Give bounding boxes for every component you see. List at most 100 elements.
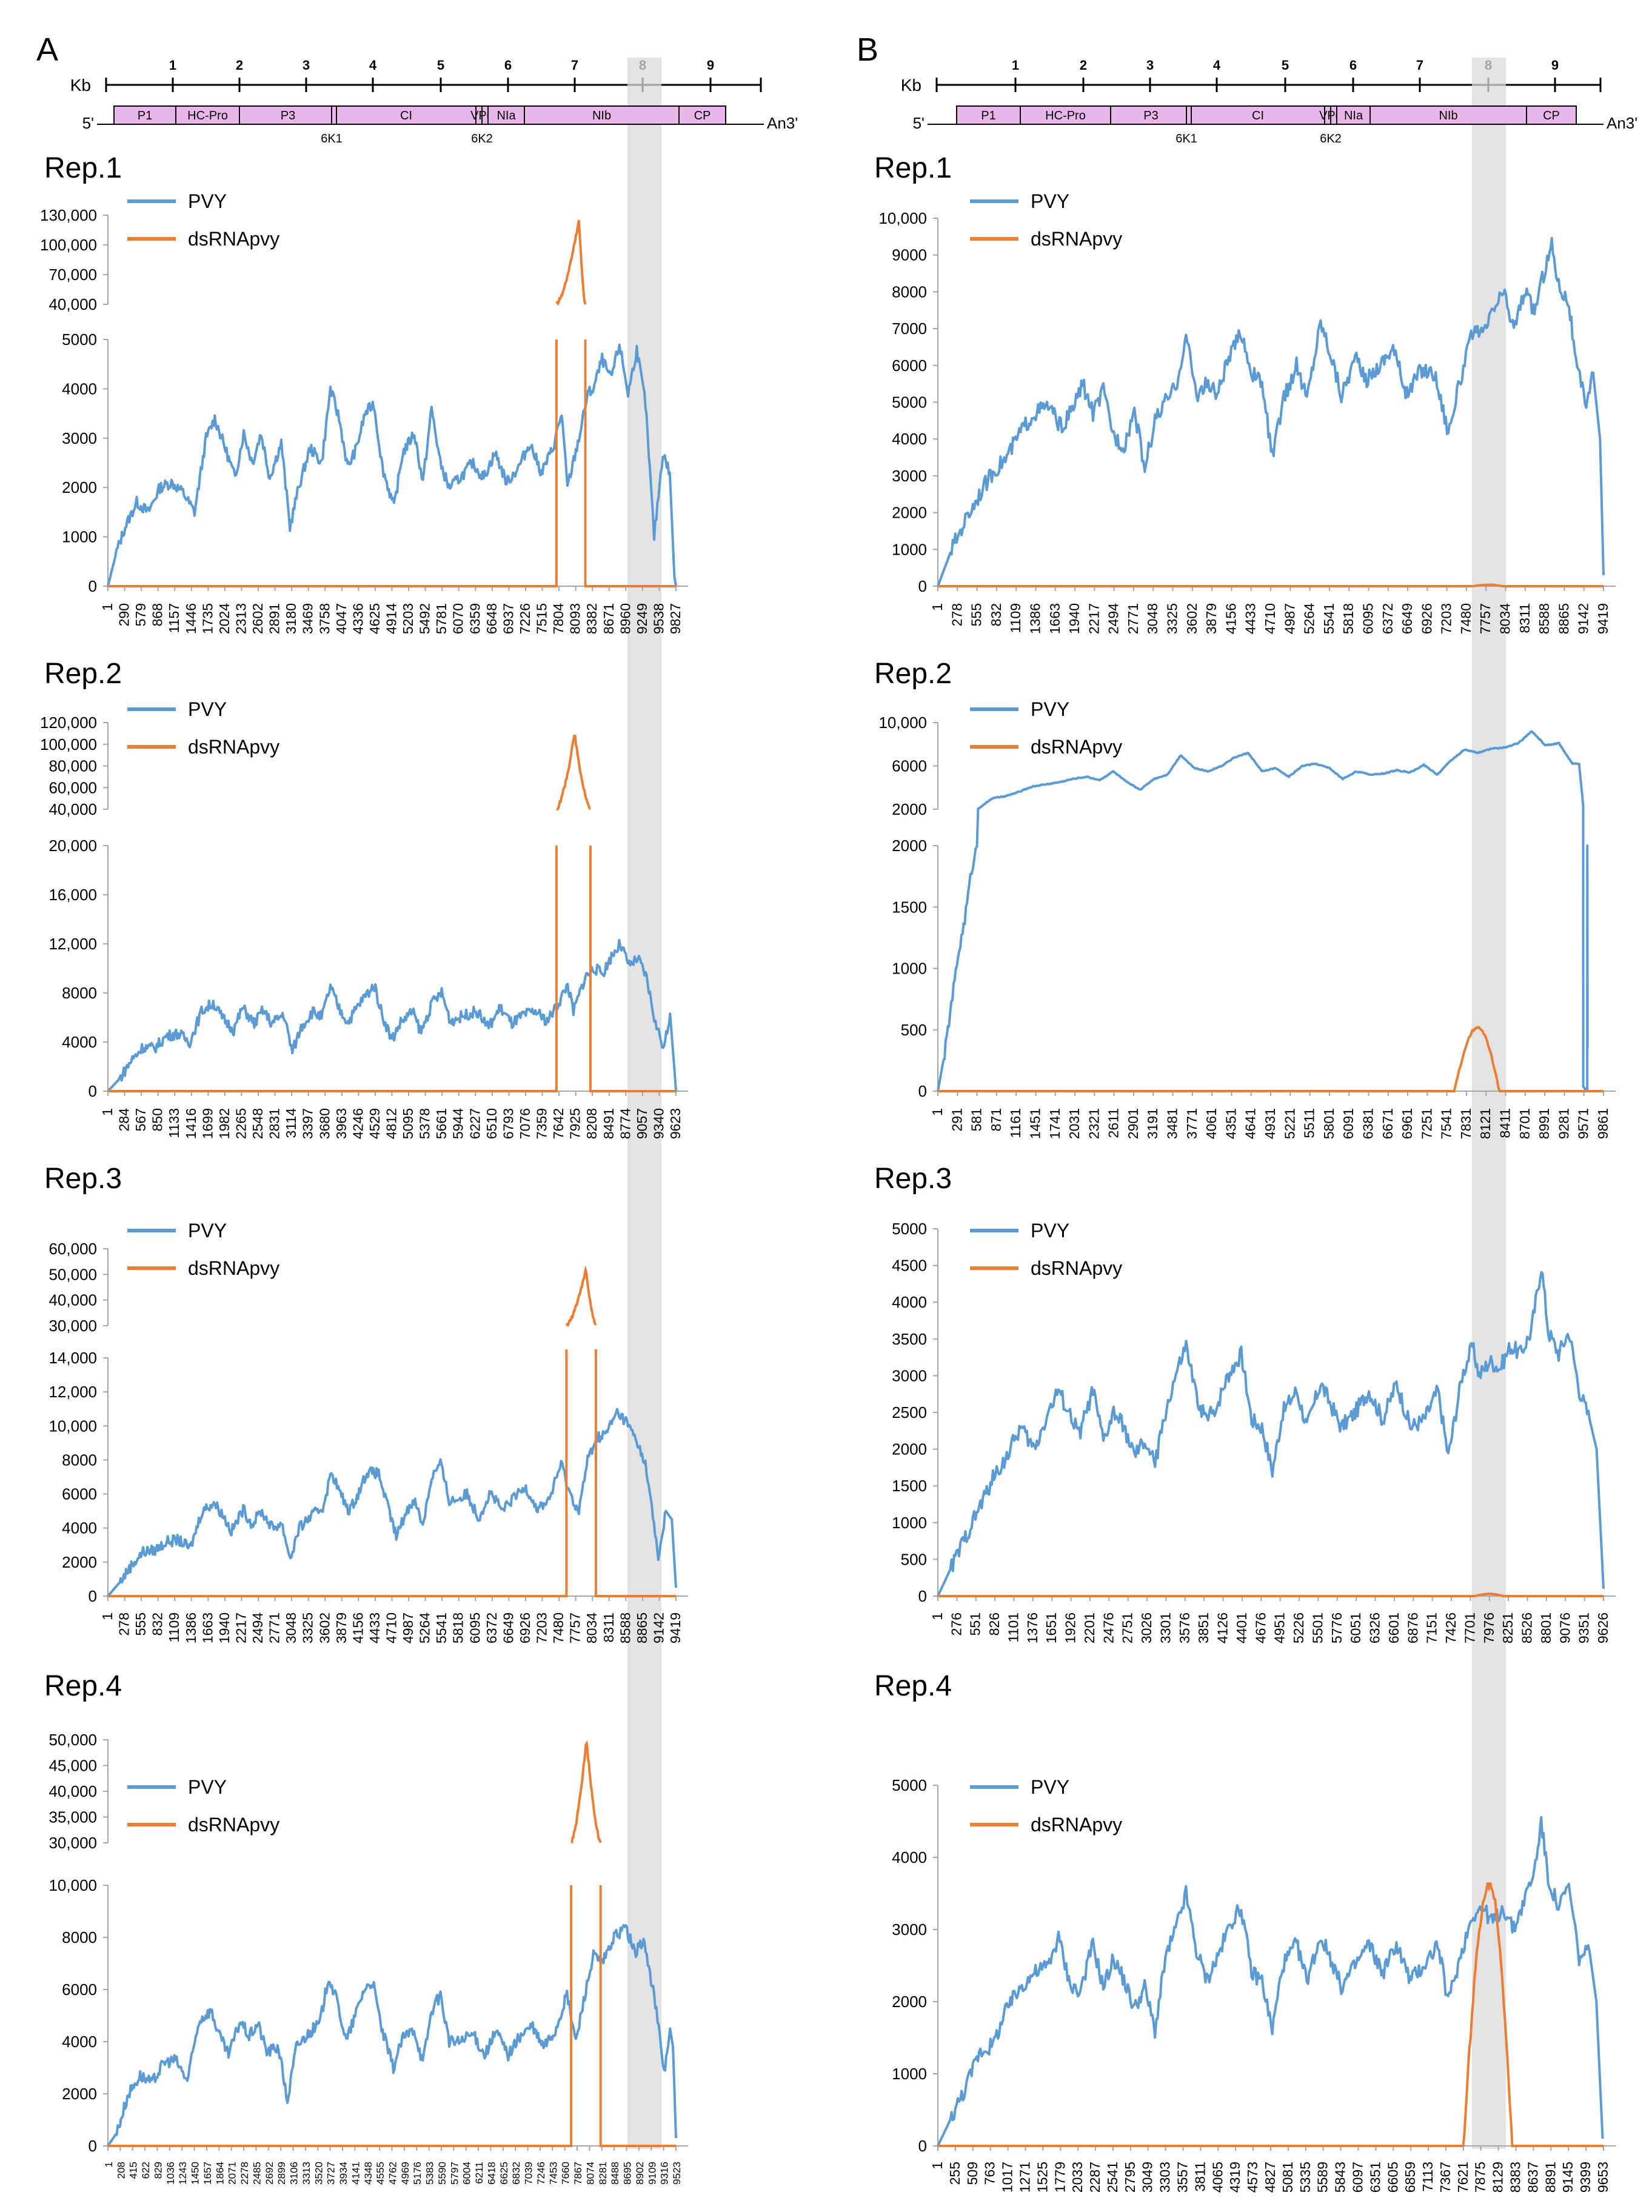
legend-label-a-rep3: dsRNApvy: [188, 1257, 279, 1279]
x-tick-label-b-rep4: 3049: [1140, 2162, 1155, 2193]
y-tick-label-a-rep1: 100,000: [40, 236, 97, 254]
x-tick-label-b-rep4: 6605: [1385, 2162, 1400, 2193]
x-tick-label-a-rep3: 1: [99, 1612, 115, 1620]
y-tick-label-a-rep4: 50,000: [48, 1731, 97, 1749]
x-tick-label-a-rep4: 6832: [510, 2162, 522, 2185]
x-tick-label-a-rep4: 7660: [560, 2162, 572, 2185]
gene-label-hc-pro: HC-Pro: [187, 109, 228, 122]
y-tick-label-a-rep1: 5000: [62, 330, 97, 349]
x-tick-label-b-rep1: 832: [988, 603, 1004, 626]
five-prime-label: 5': [82, 114, 94, 132]
pvy-series-a-rep1: [107, 343, 677, 587]
kb-axis-label: Kb: [70, 76, 91, 95]
y-tick-label-a-rep4: 10,000: [48, 1876, 97, 1894]
x-tick-label-a-rep4: 1864: [214, 2162, 226, 2185]
x-tick-label-a-rep3: 555: [133, 1612, 149, 1636]
x-tick-label-a-rep1: 7804: [550, 603, 566, 634]
x-tick-label-b-rep3: 2751: [1120, 1612, 1135, 1643]
x-tick-label-a-rep3: 2217: [233, 1612, 249, 1643]
x-tick-label-a-rep3: 9142: [650, 1612, 666, 1643]
x-tick-label-b-rep1: 7203: [1439, 603, 1454, 634]
y-tick-label-b-rep1: 6000: [892, 356, 927, 375]
y-tick-label-a-rep4: 4000: [62, 2033, 97, 2051]
dsrna-series-b-rep3: [938, 1592, 1604, 1597]
x-tick-label-a-rep4: 1036: [165, 2162, 176, 2185]
x-tick-label-b-rep2: 2031: [1066, 1108, 1082, 1139]
x-tick-label-a-rep1: 9249: [634, 603, 650, 634]
y-tick-label-b-rep1: 2000: [892, 504, 927, 522]
x-tick-label-b-rep4: 3811: [1192, 2162, 1208, 2191]
y-tick-label-a-rep3: 10,000: [48, 1417, 97, 1435]
x-tick-label-b-rep1: 3325: [1165, 603, 1180, 634]
chart-title-a-rep1: Rep.1: [44, 152, 122, 184]
x-tick-label-a-rep4: 1243: [177, 2162, 189, 2185]
kb-tick-label: 3: [303, 58, 310, 73]
x-tick-label-a-rep3: 3048: [283, 1612, 299, 1643]
y-tick-label-b-rep4: 1000: [892, 2065, 927, 2083]
x-tick-label-a-rep1: 3180: [283, 603, 299, 634]
y-tick-label-a-rep3: 12,000: [48, 1383, 97, 1401]
x-tick-label-b-rep1: 5818: [1340, 603, 1356, 634]
x-tick-label-a-rep1: 5492: [417, 603, 433, 634]
pvy-series-b-rep1: [937, 236, 1605, 587]
x-tick-label-b-rep2: 1741: [1047, 1108, 1063, 1139]
x-tick-label-b-rep2: 9281: [1556, 1108, 1571, 1139]
dsrna-series-b-rep4: [938, 1882, 1604, 2147]
x-tick-label-a-rep4: 8074: [584, 2162, 596, 2185]
y-tick-label-b-rep3: 1000: [892, 1514, 927, 1532]
x-tick-label-b-rep1: 1109: [1008, 603, 1023, 633]
legend-label-a-rep4: PVY: [188, 1776, 227, 1798]
x-tick-label-a-rep3: 1386: [183, 1612, 199, 1643]
x-tick-label-a-rep4: 2485: [251, 2162, 263, 2185]
x-tick-label-b-rep2: 5221: [1282, 1108, 1297, 1139]
y-tick-label-a-rep1: 0: [89, 577, 97, 595]
x-tick-label-b-rep2: 2901: [1125, 1108, 1141, 1139]
x-tick-label-b-rep1: 4156: [1223, 603, 1239, 634]
x-tick-label-b-rep4: 9653: [1595, 2162, 1611, 2193]
legend-label-b-rep2: PVY: [1031, 698, 1069, 720]
x-tick-label-b-rep2: 6961: [1399, 1108, 1415, 1139]
legend-label-b-rep1: PVY: [1031, 190, 1069, 212]
gene-box-p3: [1110, 105, 1192, 125]
x-tick-label-a-rep1: 1446: [183, 603, 199, 634]
dsrna-series-a-rep4: [108, 1885, 676, 2147]
x-tick-label-b-rep3: 3301: [1157, 1612, 1173, 1643]
y-tick-label-a-rep3: 6000: [62, 1485, 97, 1503]
y-tick-label-a-rep3: 50,000: [48, 1265, 97, 1283]
kb-tick-label: 1: [1012, 58, 1019, 73]
x-tick-label-b-rep4: 7367: [1437, 2162, 1453, 2193]
dsrna-series-b-rep1: [938, 583, 1604, 587]
y-tick-label-a-rep4: 35,000: [48, 1808, 97, 1826]
y-tick-label-a-rep2: 8000: [62, 984, 97, 1002]
y-tick-label-a-rep3: 60,000: [48, 1240, 97, 1258]
y-tick-label-b-rep3: 500: [901, 1550, 927, 1568]
x-tick-label-a-rep1: 290: [116, 603, 132, 626]
y-tick-label-a-rep1: 2000: [62, 478, 97, 496]
x-tick-label-b-rep2: 4351: [1223, 1108, 1239, 1139]
x-tick-label-b-rep3: 2201: [1082, 1612, 1097, 1643]
x-tick-label-b-rep3: 276: [948, 1612, 964, 1636]
y-tick-label-b-rep3: 4500: [892, 1257, 927, 1275]
x-tick-label-b-rep3: 1651: [1043, 1612, 1059, 1643]
kb-tick-label: 1: [169, 58, 176, 73]
gene-label-cp: CP: [694, 109, 711, 122]
gene-label-p1: P1: [138, 109, 152, 122]
x-tick-label-a-rep2: 4246: [350, 1108, 366, 1139]
x-tick-label-a-rep4: 4141: [350, 2162, 361, 2185]
x-tick-label-b-rep2: 7541: [1439, 1108, 1454, 1139]
y-tick-label-a-rep2: 80,000: [48, 757, 97, 775]
x-tick-label-b-rep2: 1451: [1027, 1108, 1043, 1139]
legend-label-a-rep1: PVY: [188, 190, 227, 212]
y-tick-label-b-rep2: 10,000: [878, 713, 927, 732]
y-tick-label-a-rep3: 0: [89, 1587, 97, 1605]
y-tick-label-b-rep3: 2000: [892, 1440, 927, 1459]
gene-label-cp: CP: [1543, 109, 1560, 122]
y-tick-label-b-rep4: 4000: [892, 1848, 927, 1866]
x-tick-label-b-rep1: 2771: [1125, 603, 1141, 634]
kb-tick-label: 2: [236, 58, 243, 73]
y-tick-label-b-rep4: 2000: [892, 1993, 927, 2011]
x-tick-label-b-rep2: 4061: [1203, 1108, 1219, 1139]
y-tick-label-b-rep3: 3000: [892, 1366, 927, 1385]
x-tick-label-b-rep4: 6351: [1367, 2162, 1383, 2193]
